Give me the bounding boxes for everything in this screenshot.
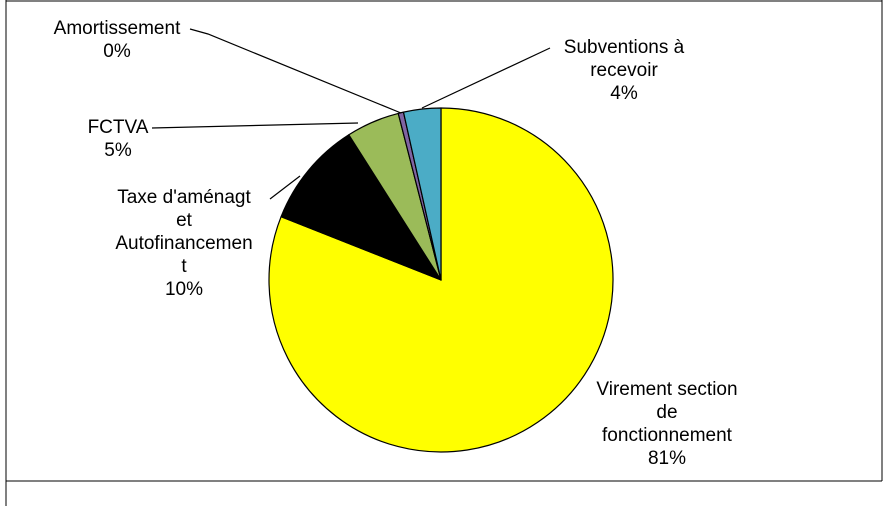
data-label-text: recevoir	[590, 60, 658, 81]
data-label-text: et	[176, 210, 193, 231]
leader-line-amortissement	[189, 28, 402, 114]
data-label-text: Virement section	[596, 379, 737, 400]
slices-layer	[268, 107, 614, 453]
leader-line-taxe-d-amenagt-et-autofinancement	[269, 175, 301, 200]
leader-lines-layer	[151, 28, 551, 200]
data-label-text: de	[656, 402, 677, 423]
pie-slice-taxe-d-amenagt-et-autofinancement	[280, 134, 442, 281]
leader-line-fctva	[151, 122, 359, 129]
data-label-percent: 10%	[165, 279, 203, 300]
data-label-percent: 0%	[103, 41, 131, 62]
data-label-text: FCTVA	[88, 117, 149, 138]
data-label-text: fonctionnement	[602, 425, 733, 446]
data-label-percent: 81%	[648, 448, 686, 469]
data-label-text: Amortissement	[54, 18, 181, 39]
data-label-text: Autofinancemen	[115, 233, 252, 254]
data-label-text: Taxe d'aménagt	[117, 187, 251, 208]
leader-line-subventions-a-recevoir	[421, 47, 551, 109]
data-label-percent: 4%	[610, 83, 638, 104]
data-label-percent: 5%	[104, 140, 132, 161]
data-label-text: t	[181, 256, 187, 277]
data-label-text: Subventions à	[564, 37, 685, 58]
pie-slice-subventions-a-recevoir	[402, 107, 442, 281]
